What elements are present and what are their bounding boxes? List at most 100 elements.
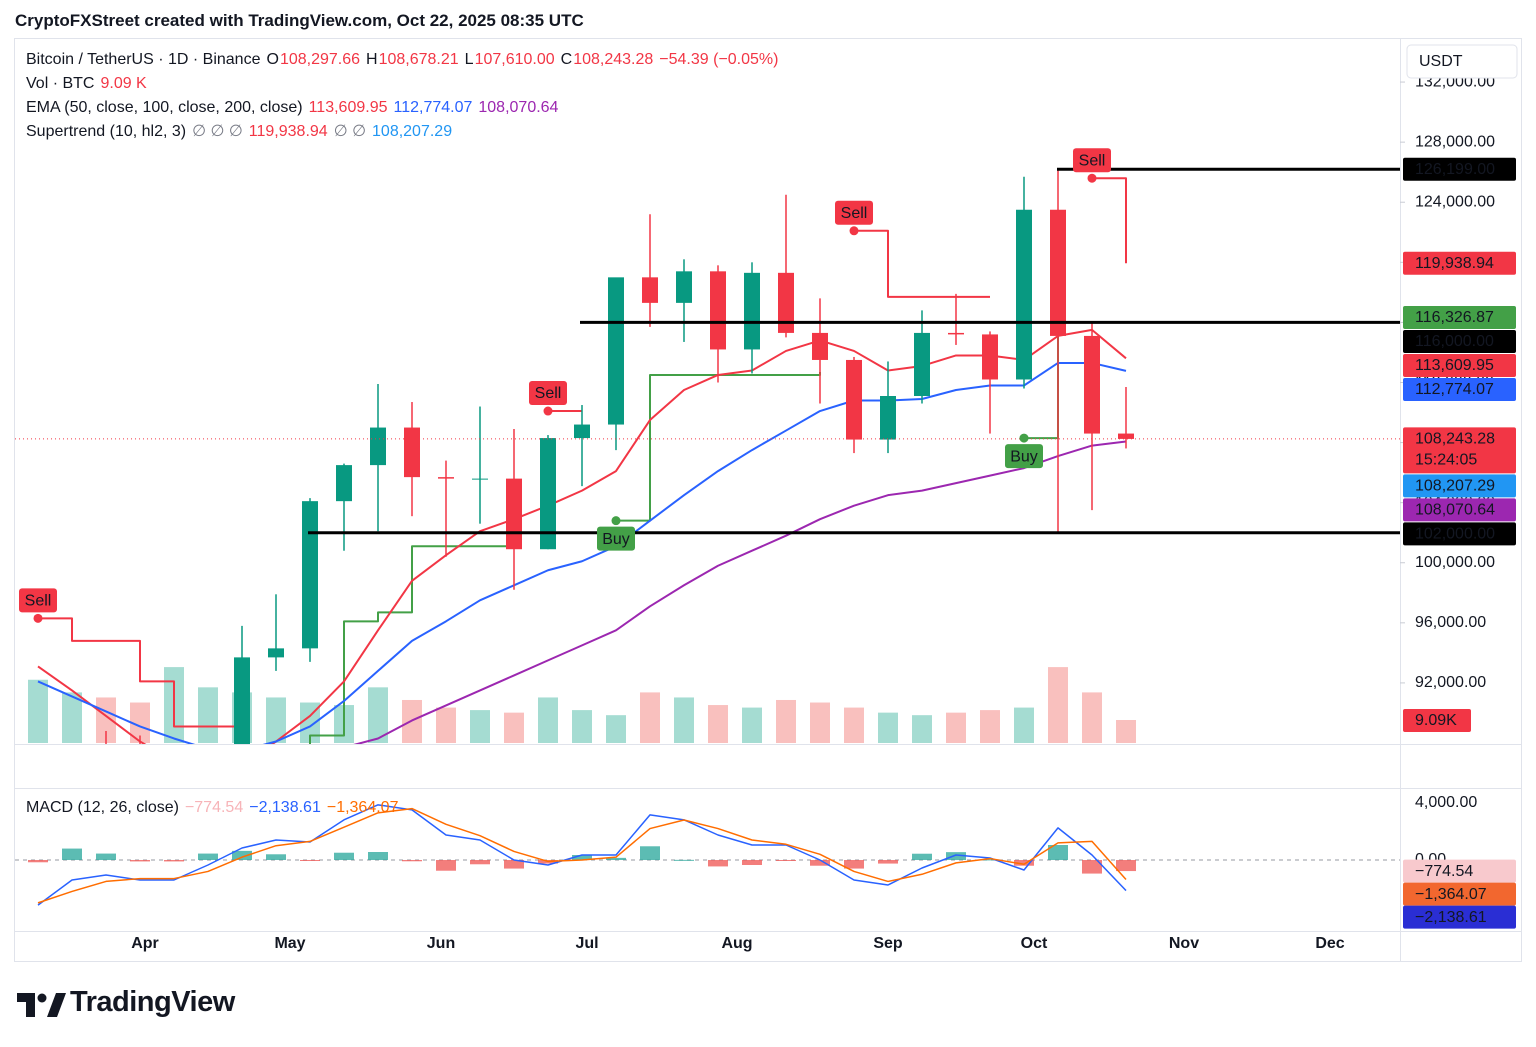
volume-bar (1116, 720, 1136, 743)
symbol: Bitcoin / TetherUS · 1D · Binance (26, 51, 261, 68)
ema-line (353, 440, 1127, 744)
x-tick-label: Nov (1169, 935, 1199, 952)
x-tick-label: Oct (1021, 935, 1048, 952)
volume-bar (504, 712, 524, 743)
macd-hist-bar (1048, 845, 1068, 860)
signal-dot (1019, 433, 1029, 443)
ohlc-key: L (464, 51, 474, 68)
brand-logo (17, 993, 66, 1017)
candle-body (1016, 209, 1032, 380)
macd-hist-bar (470, 860, 490, 865)
legend-row: Bitcoin / TetherUS · 1D · Binance O108,29… (26, 48, 784, 72)
candle-body (744, 272, 760, 350)
signal-label: Buy (602, 531, 630, 548)
ohlc-value: 107,610.00 (474, 51, 555, 68)
supertrend-up (309, 320, 1059, 744)
volume-bar (980, 710, 1000, 743)
price-tag-label: 108,207.29 (1415, 478, 1495, 495)
volume-bar (1082, 692, 1102, 743)
macd-hist-bar (1014, 860, 1034, 866)
volume-name: Vol · BTC (26, 75, 95, 92)
y-tick-label: 128,000.00 (1415, 133, 1495, 150)
price-tag-label: 126,199.00 (1415, 161, 1495, 178)
macd-hist-bar (708, 860, 728, 867)
price-tag (1403, 859, 1516, 883)
macd-hist-bar (844, 860, 864, 869)
volume-bar (436, 707, 456, 743)
signal-box (1073, 148, 1111, 173)
y-tick-label: 92,000.00 (1415, 674, 1486, 691)
macd-hist-bar (572, 855, 592, 860)
x-tick-label: Sep (873, 935, 903, 952)
volume-bar (844, 707, 864, 743)
price-tag (1403, 329, 1516, 353)
macd-hist-bar (810, 860, 830, 866)
ohlc-key: O (266, 51, 279, 68)
volume-tag (1403, 709, 1471, 733)
candle-body (846, 359, 862, 440)
macd-hist-bar (878, 860, 898, 864)
price-tag-label: −2,138.61 (1415, 909, 1487, 926)
volume-bar (708, 705, 728, 743)
candle-body (438, 477, 454, 479)
volume-bar (28, 679, 48, 743)
price-tag (1403, 474, 1516, 498)
volume-bar (810, 702, 830, 743)
candle-body (404, 427, 420, 478)
volume-tag-label: 9.09K (1415, 712, 1457, 729)
macd-hist-bar (266, 854, 286, 860)
candle-body (676, 271, 692, 303)
ema-line (37, 361, 1127, 744)
candle-body (268, 648, 284, 658)
volume-bar (300, 702, 320, 743)
candle-body (234, 657, 250, 744)
supertrend-value: ∅ ∅ ∅ (192, 123, 243, 140)
legend-row: Supertrend (10, hl2, 3) ∅ ∅ ∅ 119,938.94 ∅ … (26, 120, 784, 144)
price-tag (1403, 251, 1516, 275)
signal-box (19, 588, 57, 613)
macd-hist-bar (912, 853, 932, 860)
volume-bar (266, 697, 286, 743)
macd-hist-bar (130, 860, 150, 862)
signal-dot (1087, 173, 1097, 183)
candle-body (1050, 209, 1066, 336)
macd-hist-value: −774.54 (184, 799, 244, 816)
candle-body (642, 277, 658, 303)
supertrend-name: Supertrend (10, hl2, 3) (26, 123, 187, 140)
candle-body (1118, 433, 1134, 439)
candle-body (336, 465, 352, 502)
price-tag-label: 108,070.64 (1415, 502, 1495, 519)
ema-name: EMA (50, close, 100, close, 200, close) (26, 99, 303, 116)
price-tag (1403, 427, 1516, 474)
change: −54.39 (−0.05%) (659, 51, 779, 68)
x-tick-label: Apr (131, 935, 159, 952)
candle-body (472, 478, 488, 480)
currency: USDT (1419, 53, 1463, 70)
macd-signal-line (37, 807, 1127, 904)
price-tag (1403, 498, 1516, 522)
candle-body (914, 332, 930, 397)
price-pane (15, 167, 1400, 744)
macd-value: −2,138.61 (249, 799, 321, 816)
volume-bar (470, 710, 490, 743)
price-tag-label: 119,938.94 (1415, 255, 1494, 272)
macd-hist-bar (96, 853, 116, 860)
price-tag (1403, 157, 1516, 181)
supertrend-value: ∅ ∅ (333, 123, 367, 140)
signal-label: Buy (1010, 448, 1038, 465)
volume-bar (742, 707, 762, 743)
volume-bar (1014, 707, 1034, 743)
currency-box[interactable] (1406, 44, 1518, 79)
ohlc-value: 108,243.28 (573, 51, 654, 68)
price-tag (1403, 522, 1516, 546)
volume-bar (640, 692, 660, 743)
signal-dot (543, 406, 553, 416)
x-tick-label: Jul (575, 935, 598, 952)
price-tag (1403, 305, 1516, 329)
price-tag (1403, 905, 1516, 929)
x-tick-label: Jun (427, 935, 455, 952)
volume-bar (776, 699, 796, 743)
x-tick-label: Aug (721, 935, 752, 952)
signal-box (529, 381, 567, 406)
price-tag-label: 108,243.28 (1415, 431, 1495, 448)
